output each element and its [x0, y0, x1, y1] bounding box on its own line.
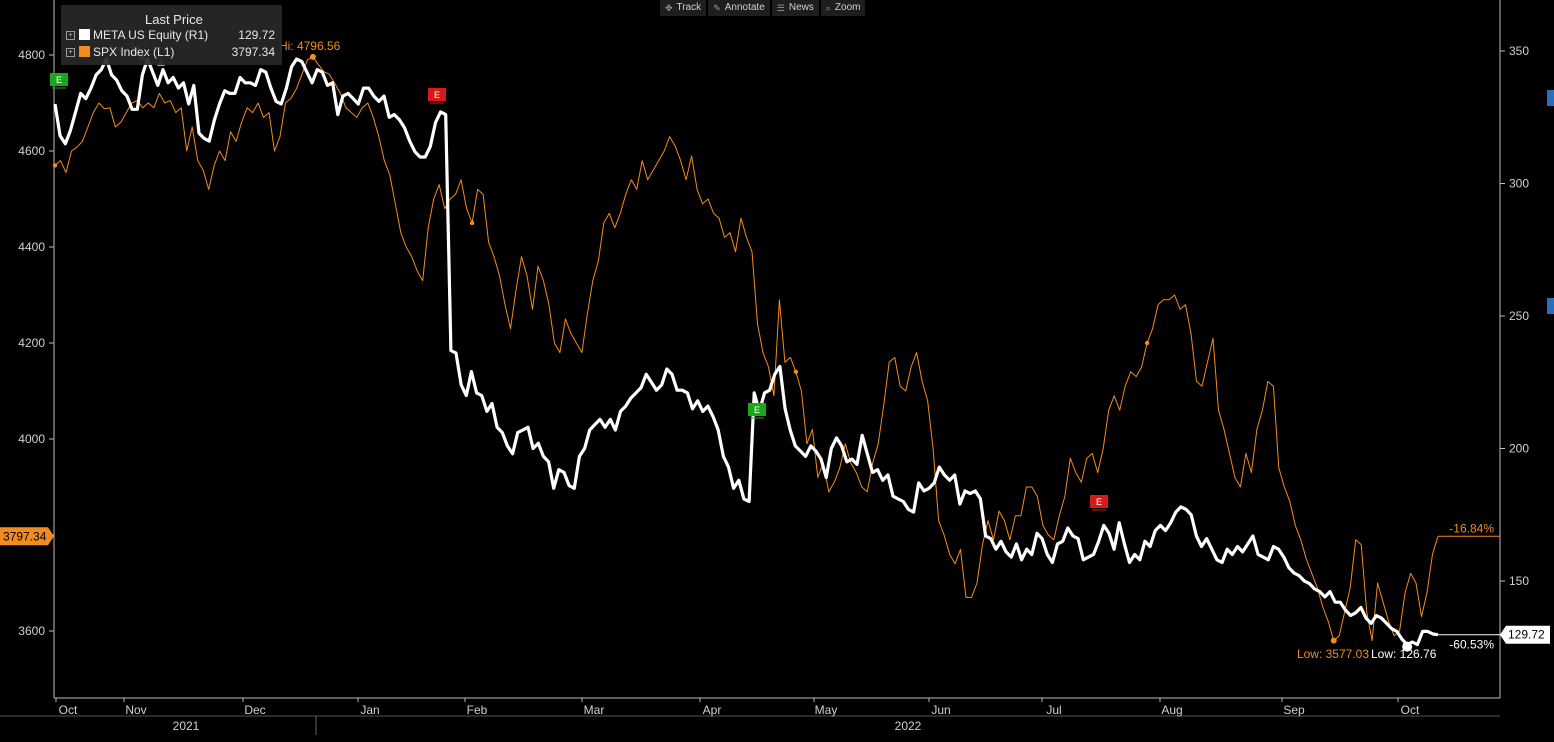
zoom-button[interactable]: ⌕ Zoom: [820, 0, 866, 16]
annotate-label: Annotate: [724, 2, 765, 13]
spx-tag-bg: [0, 527, 54, 546]
expand-icon[interactable]: +: [66, 48, 75, 57]
news-icon: ☰: [776, 3, 785, 13]
meta-last-value-tag: 129.72: [1500, 625, 1550, 644]
spx-tag-text: 3797.34: [3, 529, 47, 543]
left-tick-label: 4000: [18, 432, 45, 446]
spx-high-label: Hi: 4796.56: [279, 39, 341, 53]
x-tick-label: Jan: [360, 703, 379, 717]
right-tick-label: 200: [1509, 442, 1529, 456]
x-tick-label: Mar: [584, 703, 605, 717]
left-tick-label: 4800: [18, 48, 45, 62]
earnings-point: [793, 369, 799, 374]
zoom-label: Zoom: [834, 2, 861, 13]
meta-change-label: -60.53%: [1449, 638, 1494, 652]
spx-low-marker: [1330, 637, 1337, 644]
meta-low-label: Low: 126.76: [1371, 647, 1437, 661]
zoom-icon: ⌕: [825, 3, 831, 13]
chart-axes: 3600380040004200440046004800150200250300…: [0, 0, 1529, 735]
year-label: 2021: [173, 719, 200, 733]
year-label: 2022: [895, 719, 922, 733]
news-label: News: [788, 2, 814, 13]
x-tick-label: Sep: [1283, 703, 1305, 717]
x-tick-label: Dec: [244, 703, 265, 717]
legend: Last Price + META US Equity (R1) 129.72 …: [61, 5, 282, 65]
x-tick-label: Jul: [1046, 703, 1061, 717]
meta-tag-bg: [1500, 625, 1550, 644]
left-tick-label: 4600: [18, 144, 45, 158]
earnings-box: [748, 403, 766, 416]
legend-row-spx[interactable]: + SPX Index (L1) 3797.34: [66, 45, 278, 61]
right-tick-label: 350: [1509, 44, 1529, 58]
legend-swatch-meta: [79, 29, 90, 40]
earnings-letter: E: [1096, 497, 1102, 507]
legend-name-meta: META US Equity (R1): [93, 28, 209, 42]
spx-high-marker: [309, 53, 316, 60]
x-tick-label: May: [815, 703, 838, 717]
earnings-letter: E: [434, 90, 440, 100]
news-button[interactable]: ☰ News: [771, 0, 819, 16]
meta-tag-text: 129.72: [1508, 628, 1545, 642]
earnings-letter: E: [754, 405, 760, 415]
earnings-marker: E: [1090, 495, 1108, 511]
x-tick-label: Oct: [59, 703, 78, 717]
spx-series: [54, 56, 1439, 642]
left-tick-label: 4400: [18, 240, 45, 254]
right-tick-label: 150: [1509, 574, 1529, 588]
side-tab[interactable]: [1547, 298, 1554, 314]
earnings-point: [52, 163, 58, 168]
crosshair-icon: ✥: [665, 3, 673, 13]
x-tick-label: Apr: [703, 703, 722, 717]
x-tick-label: Aug: [1161, 703, 1182, 717]
earnings-marker: E: [50, 73, 68, 89]
chart-toolbar: ✥ Track ✎ Annotate ☰ News ⌕ Zoom: [660, 0, 866, 16]
track-button[interactable]: ✥ Track: [660, 0, 707, 16]
x-tick-label: Jun: [931, 703, 950, 717]
expand-icon[interactable]: +: [66, 31, 75, 40]
x-tick-label: Feb: [467, 703, 488, 717]
legend-header: Last Price: [145, 12, 203, 27]
left-tick-label: 4200: [18, 336, 45, 350]
legend-name-spx: SPX Index (L1): [93, 45, 175, 59]
legend-row-meta[interactable]: + META US Equity (R1) 129.72: [66, 28, 278, 44]
x-tick-label: Oct: [1401, 703, 1420, 717]
pencil-icon: ✎: [713, 3, 721, 13]
right-tick-label: 250: [1509, 309, 1529, 323]
track-label: Track: [676, 2, 702, 13]
meta-line: [53, 57, 1439, 647]
spx-change-label: -16.84%: [1449, 521, 1494, 535]
earnings-marker: E: [428, 88, 446, 104]
spx-last-value-tag: 3797.34: [0, 527, 54, 546]
earnings-box: [1090, 495, 1108, 508]
right-tick-label: 300: [1509, 177, 1529, 191]
legend-swatch-spx: [79, 46, 90, 57]
side-tab[interactable]: [1547, 90, 1554, 106]
earnings-box: [428, 88, 446, 101]
annotation-layer: -16.84%-60.53%Hi: 4796.56Hi: 347.5Low: 3…: [0, 39, 1550, 661]
earnings-box: [50, 73, 68, 86]
legend-value-spx: 3797.34: [231, 45, 275, 59]
left-tick-label: 3600: [18, 624, 45, 638]
earnings-marker: E: [748, 403, 766, 419]
meta-low-marker: [1402, 641, 1413, 652]
legend-value-meta: 129.72: [238, 28, 275, 42]
x-tick-label: Nov: [125, 703, 146, 717]
earnings-point: [1144, 340, 1150, 346]
spx-low-label: Low: 3577.03: [1297, 647, 1369, 661]
earnings-letter: E: [56, 75, 62, 85]
annotate-button[interactable]: ✎ Annotate: [708, 0, 770, 16]
spx-line: [54, 56, 1439, 642]
earnings-point: [469, 220, 475, 226]
meta-series: [53, 57, 1439, 647]
